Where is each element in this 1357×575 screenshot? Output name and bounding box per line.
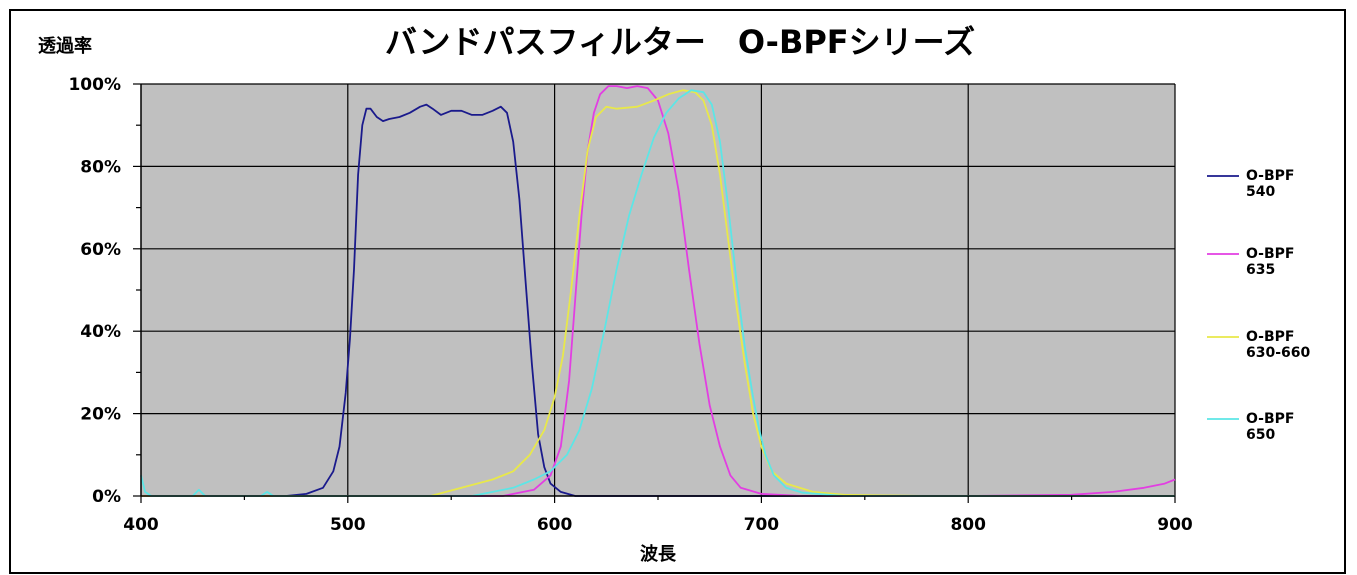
x-tick-label: 900 [1157,515,1193,535]
y-tick-label: 0% [92,487,121,507]
legend-label-1-name: O-BPF [1246,168,1294,184]
x-tick-label: 500 [330,515,366,535]
axes [133,83,1176,503]
legend-label-2-name: O-BPF [1246,246,1294,262]
y-tick-label: 60% [80,240,121,260]
legend-label-3-name: O-BPF [1246,329,1294,345]
legend-label-1-code: 540 [1246,184,1275,200]
x-tick-label: 700 [744,515,780,535]
x-tick-label: 400 [123,515,159,535]
y-tick-label: 40% [80,322,121,342]
x-tick-labels: 400 500 600 700 800 900 [123,515,1193,535]
legend-label-4-code: 650 [1246,427,1275,443]
y-axis-label: 透過率 [38,35,92,57]
x-axis-label: 波長 [640,543,677,565]
legend-label-4-name: O-BPF [1246,411,1294,427]
x-tick-label: 800 [950,515,986,535]
series-line-1 [141,103,1175,497]
chart-title: バンドパスフィルター O-BPFシリーズ [385,23,975,61]
y-tick-label: 20% [80,405,121,425]
legend-label-3-code: 630-660 [1246,345,1311,361]
x-tick-label: 600 [537,515,573,535]
y-tick-labels: 0% 20% 40% 60% 80% 100% [68,75,121,507]
plot-area [141,84,1175,496]
grid-lines [141,83,1176,496]
y-tick-label: 80% [80,157,121,177]
legend-label-2-code: 635 [1246,262,1275,278]
y-tick-label: 100% [68,75,121,95]
